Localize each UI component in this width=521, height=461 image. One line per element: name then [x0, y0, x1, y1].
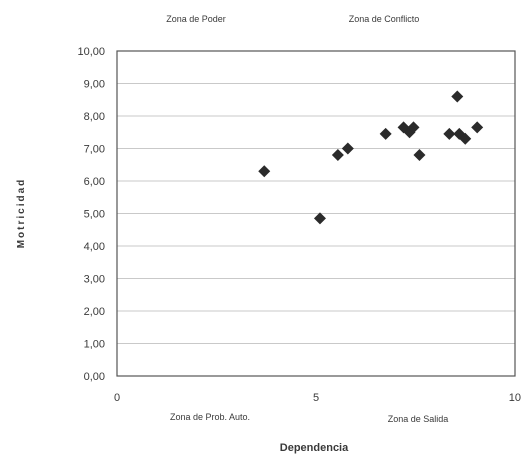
y-tick-label: 9,00: [84, 79, 105, 91]
x-tick-labels: 0 5 10: [114, 392, 521, 404]
data-points: [258, 90, 484, 225]
x-axis-title: Dependencia: [280, 442, 349, 454]
data-point-diamond: [313, 212, 326, 225]
grid-lines: [117, 83, 515, 344]
y-tick-label: 0,00: [84, 371, 105, 383]
y-tick-labels: 0,00 1,00 2,00 3,00 4,00 5,00 6,00 7,00 8,00 9,00…: [77, 46, 105, 383]
data-point-diamond: [407, 121, 420, 134]
y-tick-label: 2,00: [84, 306, 105, 318]
y-tick-label: 4,00: [84, 241, 105, 253]
data-point-diamond: [331, 149, 344, 161]
y-tick-label: 7,00: [84, 144, 105, 156]
data-point-diamond: [379, 127, 392, 140]
data-point-diamond: [258, 165, 271, 178]
data-point-diamond: [413, 149, 426, 161]
zone-label-bottom-right: Zona de Salida: [388, 414, 449, 424]
y-tick-label: 10,00: [77, 46, 105, 58]
data-point-diamond: [459, 132, 472, 145]
y-tick-label: 8,00: [84, 111, 105, 123]
y-axis-title: Motricidad: [16, 178, 27, 249]
y-tick-label: 1,00: [84, 339, 105, 351]
y-tick-label: 3,00: [84, 274, 105, 286]
zone-label-top-left: Zona de Poder: [166, 14, 226, 24]
data-point-diamond: [443, 127, 456, 140]
data-point-diamond: [451, 90, 464, 103]
data-point-diamond: [471, 121, 484, 134]
y-tick-label: 6,00: [84, 176, 105, 188]
x-tick-label: 10: [509, 392, 521, 404]
x-tick-label: 0: [114, 392, 120, 404]
zone-label-top-right: Zona de Conflicto: [349, 14, 420, 24]
data-point-diamond: [341, 142, 354, 155]
plot-frame: [116, 50, 516, 377]
x-tick-label: 5: [313, 392, 319, 404]
y-tick-label: 5,00: [84, 209, 105, 221]
zone-label-bottom-left: Zona de Prob. Auto.: [170, 412, 250, 422]
